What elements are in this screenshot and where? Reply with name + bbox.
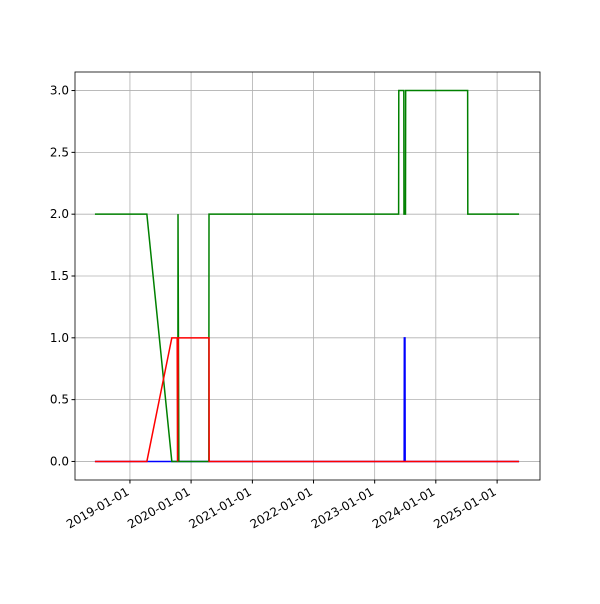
x-tick-label: 2022-01-01	[248, 484, 315, 531]
y-tick-label: 1.0	[50, 331, 69, 345]
x-tick-label: 2024-01-01	[370, 484, 437, 531]
plot-frame	[74, 71, 541, 481]
x-tick-label: 2020-01-01	[125, 484, 192, 531]
y-tick-label: 0.0	[50, 454, 69, 468]
x-tick-label: 2021-01-01	[186, 484, 253, 531]
y-tick-label: 2.5	[50, 145, 69, 159]
x-tick-label: 2025-01-01	[431, 484, 498, 531]
y-tick-label: 1.5	[50, 269, 69, 283]
line-series	[94, 89, 520, 463]
y-tick-label: 0.5	[50, 393, 69, 407]
y-tick-label: 2.0	[50, 207, 69, 221]
x-tick-label: 2019-01-01	[64, 484, 131, 531]
y-tick-label: 3.0	[50, 84, 69, 98]
x-tick-label: 2023-01-01	[309, 484, 376, 531]
